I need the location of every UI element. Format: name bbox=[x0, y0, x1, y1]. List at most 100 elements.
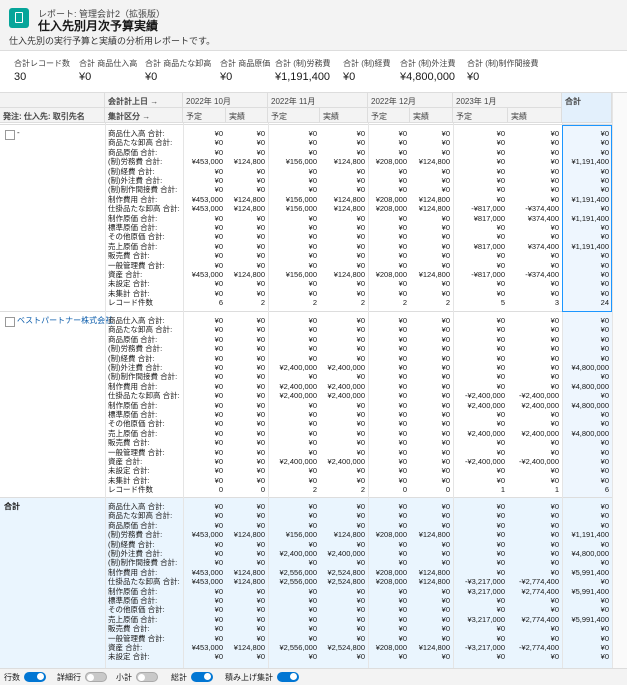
value-cell: ¥0 bbox=[550, 438, 559, 448]
toggle-switch[interactable] bbox=[277, 672, 299, 682]
value-cell: ¥0 bbox=[356, 502, 365, 511]
row-label: (制)外注費 合計: bbox=[108, 363, 163, 372]
value-cell: 0 bbox=[260, 485, 265, 495]
value-cell: ¥0 bbox=[398, 652, 407, 662]
value-cell: ¥0 bbox=[398, 586, 407, 596]
row-checkbox[interactable] bbox=[5, 130, 15, 140]
value-cell: ¥0 bbox=[441, 391, 450, 401]
value-cell: ¥453,000 bbox=[191, 643, 223, 652]
row-label: (制)制作間接費 合計: bbox=[108, 372, 178, 382]
value-cell: ¥124,800 bbox=[418, 567, 450, 577]
value-cell: ¥0 bbox=[256, 586, 265, 596]
column-group-header: 会計計上日 → bbox=[105, 93, 183, 108]
value-cell: -¥2,400,000 bbox=[464, 391, 505, 401]
value-cell: ¥0 bbox=[398, 605, 407, 615]
value-cell: ¥0 bbox=[356, 138, 365, 148]
value-cell: ¥0 bbox=[214, 605, 223, 615]
value-cell: ¥208,000 bbox=[375, 577, 407, 587]
value-cell: ¥0 bbox=[256, 213, 265, 223]
summary-label: 合計レコード数 bbox=[14, 59, 70, 68]
toggle-switch[interactable] bbox=[85, 672, 107, 682]
value-cell: ¥0 bbox=[496, 176, 505, 185]
value-cell: ¥0 bbox=[600, 466, 609, 476]
group-name[interactable]: ベストパートナー株式会社 bbox=[17, 316, 114, 325]
value-cell: ¥0 bbox=[256, 381, 265, 391]
value-cell: ¥124,800 bbox=[418, 270, 450, 279]
column-divider bbox=[453, 123, 454, 668]
row-label: 販売費 合計: bbox=[108, 624, 150, 634]
value-cell: -¥2,774,400 bbox=[518, 643, 559, 652]
column-divider bbox=[183, 123, 184, 668]
month-header: 2023年 1月 bbox=[453, 93, 562, 108]
selected-cell-outline bbox=[562, 125, 612, 312]
value-cell: ¥0 bbox=[214, 558, 223, 568]
value-cell: ¥0 bbox=[308, 129, 317, 138]
value-cell: ¥0 bbox=[550, 419, 559, 429]
value-cell: ¥0 bbox=[398, 539, 407, 549]
value-cell: ¥0 bbox=[256, 475, 265, 485]
row-label: 資産 合計: bbox=[108, 643, 143, 652]
value-cell: ¥0 bbox=[600, 596, 609, 605]
value-cell: ¥0 bbox=[441, 633, 450, 643]
value-cell: ¥0 bbox=[308, 344, 317, 354]
value-cell: ¥0 bbox=[398, 447, 407, 457]
toggle-label: 詳細行 bbox=[57, 673, 81, 682]
value-cell: -¥2,774,400 bbox=[518, 577, 559, 587]
value-cell: -¥817,000 bbox=[471, 204, 505, 214]
value-cell: ¥0 bbox=[398, 511, 407, 521]
value-cell: ¥0 bbox=[441, 129, 450, 138]
value-cell: ¥0 bbox=[496, 260, 505, 270]
row-label: その他原価 合計: bbox=[108, 419, 165, 429]
row-label: 制作原価 合計: bbox=[108, 400, 158, 410]
toggle-switch[interactable] bbox=[191, 672, 213, 682]
value-cell: 3 bbox=[554, 298, 559, 308]
value-cell: ¥0 bbox=[214, 147, 223, 157]
value-cell: ¥453,000 bbox=[191, 270, 223, 279]
summary-value: ¥0 bbox=[343, 71, 356, 83]
value-cell: ¥0 bbox=[214, 166, 223, 176]
toggle-switch[interactable] bbox=[136, 672, 158, 682]
value-cell: ¥0 bbox=[600, 520, 609, 530]
value-cell: ¥0 bbox=[441, 511, 450, 521]
value-cell: ¥0 bbox=[308, 334, 317, 344]
value-cell: ¥0 bbox=[550, 511, 559, 521]
value-cell: ¥0 bbox=[441, 260, 450, 270]
value-cell: ¥2,524,800 bbox=[327, 643, 365, 652]
value-cell: ¥0 bbox=[496, 475, 505, 485]
value-cell: ¥0 bbox=[356, 372, 365, 382]
value-cell: ¥208,000 bbox=[375, 270, 407, 279]
scrollbar[interactable] bbox=[612, 93, 627, 668]
value-cell: ¥0 bbox=[600, 605, 609, 615]
value-cell: ¥0 bbox=[256, 223, 265, 232]
value-cell: ¥0 bbox=[398, 166, 407, 176]
row-checkbox[interactable] bbox=[5, 317, 15, 327]
row-label: (制)制作間接費 合計: bbox=[108, 558, 178, 568]
value-cell: ¥0 bbox=[550, 539, 559, 549]
value-cell: ¥0 bbox=[600, 185, 609, 195]
value-cell: ¥2,400,000 bbox=[467, 400, 505, 410]
value-cell: ¥0 bbox=[398, 185, 407, 195]
value-cell: ¥0 bbox=[550, 410, 559, 419]
value-cell: ¥0 bbox=[496, 325, 505, 335]
value-cell: ¥0 bbox=[398, 428, 407, 438]
value-cell: ¥0 bbox=[496, 511, 505, 521]
value-cell: ¥0 bbox=[496, 520, 505, 530]
value-cell: ¥453,000 bbox=[191, 530, 223, 540]
value-cell: ¥0 bbox=[550, 549, 559, 558]
value-cell: ¥0 bbox=[496, 279, 505, 289]
value-cell: ¥0 bbox=[600, 633, 609, 643]
value-cell: ¥0 bbox=[496, 194, 505, 204]
value-cell: ¥0 bbox=[550, 652, 559, 662]
value-cell: ¥0 bbox=[356, 344, 365, 354]
toggle-switch[interactable] bbox=[24, 672, 46, 682]
value-cell: ¥0 bbox=[256, 652, 265, 662]
value-cell: ¥0 bbox=[398, 176, 407, 185]
value-cell: ¥0 bbox=[600, 316, 609, 325]
value-cell: ¥0 bbox=[550, 279, 559, 289]
value-cell: ¥0 bbox=[214, 539, 223, 549]
value-cell: ¥0 bbox=[441, 410, 450, 419]
value-cell: ¥0 bbox=[550, 596, 559, 605]
value-cell: ¥0 bbox=[600, 475, 609, 485]
value-cell: 2 bbox=[360, 298, 365, 308]
value-cell: ¥0 bbox=[496, 502, 505, 511]
